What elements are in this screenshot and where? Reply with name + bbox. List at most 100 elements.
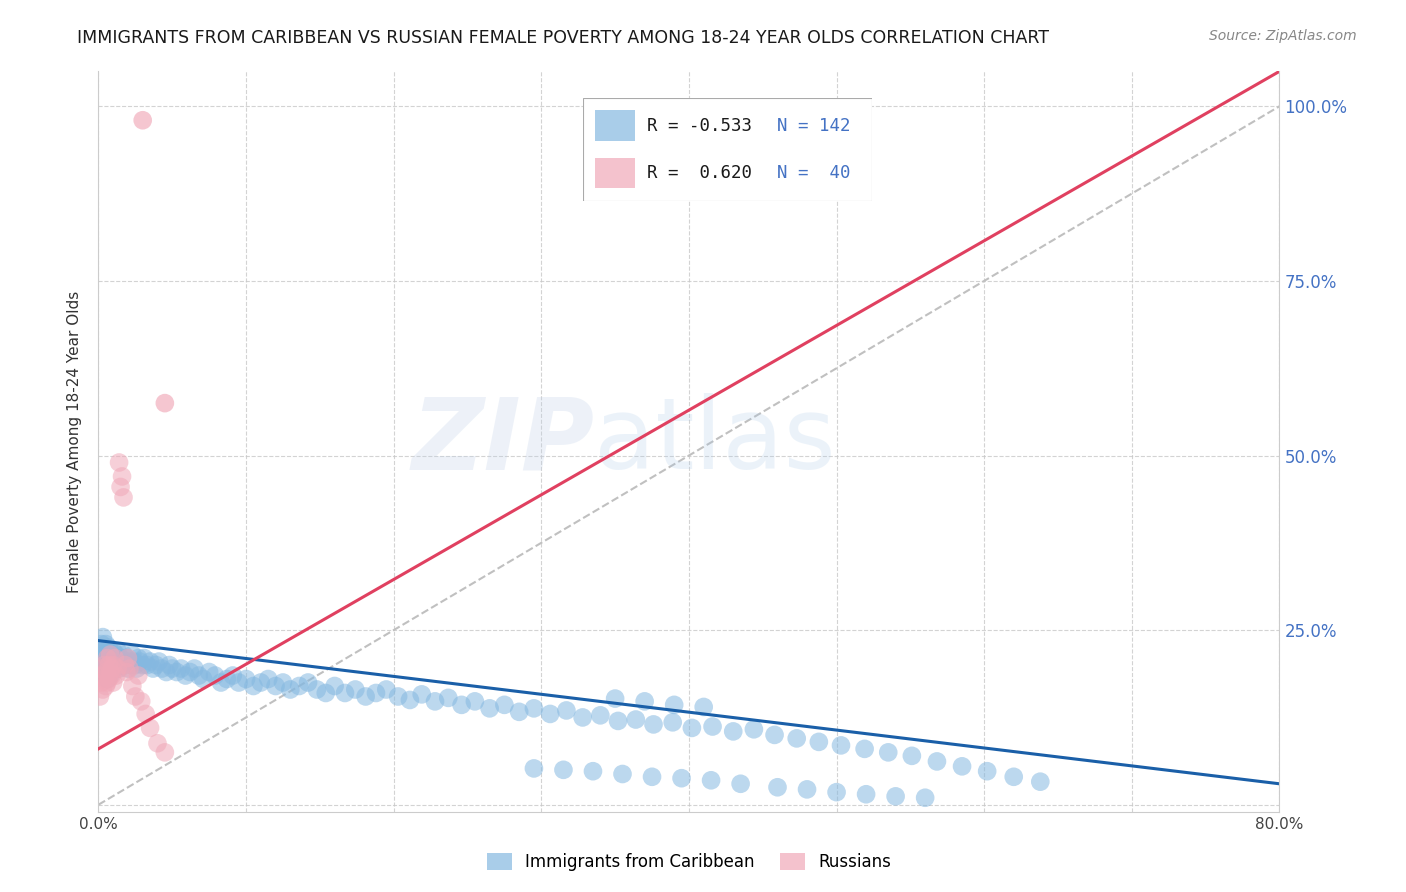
Point [97, 661, 120, 675]
Point [153, 396, 176, 410]
Point [643, 717, 665, 731]
Point [96, 658, 118, 673]
Text: N = 142: N = 142 [776, 117, 851, 135]
Point [612, 767, 634, 781]
Point [100, 668, 122, 682]
Point [155, 665, 177, 679]
Point [464, 694, 486, 708]
Point [297, 675, 319, 690]
Point [90, 661, 112, 675]
Point [103, 658, 125, 673]
Point [681, 721, 703, 735]
Point [222, 668, 245, 682]
Point [508, 705, 530, 719]
Point [693, 700, 716, 714]
Point [93, 658, 115, 673]
Point [399, 693, 422, 707]
Point [723, 724, 745, 739]
Point [437, 690, 460, 705]
Point [104, 661, 127, 675]
Point [96, 672, 118, 686]
Point [730, 777, 752, 791]
Legend: Immigrants from Caribbean, Russians: Immigrants from Caribbean, Russians [481, 846, 897, 878]
Point [766, 780, 789, 795]
Point [153, 745, 176, 759]
Point [146, 736, 169, 750]
Point [107, 661, 129, 675]
Point [122, 655, 145, 669]
Point [98, 651, 121, 665]
Point [571, 710, 593, 724]
Point [179, 665, 201, 679]
Point [323, 679, 346, 693]
Point [423, 694, 446, 708]
Point [134, 651, 156, 665]
Point [1002, 770, 1025, 784]
Text: R = -0.533: R = -0.533 [647, 117, 752, 135]
Point [114, 658, 136, 673]
Point [288, 679, 311, 693]
Point [105, 668, 128, 682]
Bar [595, 158, 636, 188]
Point [901, 748, 924, 763]
Point [100, 661, 122, 675]
Point [136, 658, 159, 673]
Point [98, 665, 121, 679]
Point [91, 630, 114, 644]
Bar [595, 111, 636, 141]
Point [877, 745, 900, 759]
FancyBboxPatch shape [583, 98, 872, 201]
Point [198, 665, 221, 679]
Point [93, 668, 115, 682]
Point [91, 668, 114, 682]
Point [305, 682, 328, 697]
Point [664, 698, 686, 712]
Point [94, 679, 117, 693]
Point [96, 651, 118, 665]
Point [91, 682, 114, 697]
Point [742, 723, 765, 737]
Point [127, 668, 149, 682]
Point [333, 686, 356, 700]
Point [93, 658, 115, 673]
Point [103, 658, 125, 673]
Text: R =  0.620: R = 0.620 [647, 164, 752, 182]
Point [553, 763, 575, 777]
Point [494, 698, 516, 712]
Point [96, 644, 118, 658]
Point [796, 782, 818, 797]
Point [135, 706, 157, 721]
Point [107, 644, 129, 658]
Point [914, 790, 936, 805]
Point [1029, 774, 1052, 789]
Point [124, 690, 146, 704]
Point [807, 735, 830, 749]
Point [114, 658, 136, 673]
Point [94, 648, 117, 662]
Point [111, 655, 134, 669]
Text: atlas: atlas [595, 393, 837, 490]
Point [111, 469, 134, 483]
Point [375, 682, 398, 697]
Point [117, 661, 139, 675]
Point [264, 679, 287, 693]
Point [97, 640, 120, 655]
Point [478, 701, 501, 715]
Point [538, 706, 561, 721]
Point [132, 113, 155, 128]
Point [855, 787, 877, 801]
Text: IMMIGRANTS FROM CARIBBEAN VS RUSSIAN FEMALE POVERTY AMONG 18-24 YEAR OLDS CORREL: IMMIGRANTS FROM CARIBBEAN VS RUSSIAN FEM… [77, 29, 1049, 47]
Text: ZIP: ZIP [412, 393, 595, 490]
Point [112, 491, 135, 505]
Point [98, 668, 121, 682]
Point [142, 661, 165, 675]
Point [94, 661, 117, 675]
Point [271, 675, 294, 690]
Point [94, 665, 117, 679]
Point [411, 687, 433, 701]
Point [193, 672, 215, 686]
Point [89, 648, 111, 662]
Point [91, 655, 114, 669]
Point [108, 661, 131, 675]
Point [242, 679, 264, 693]
